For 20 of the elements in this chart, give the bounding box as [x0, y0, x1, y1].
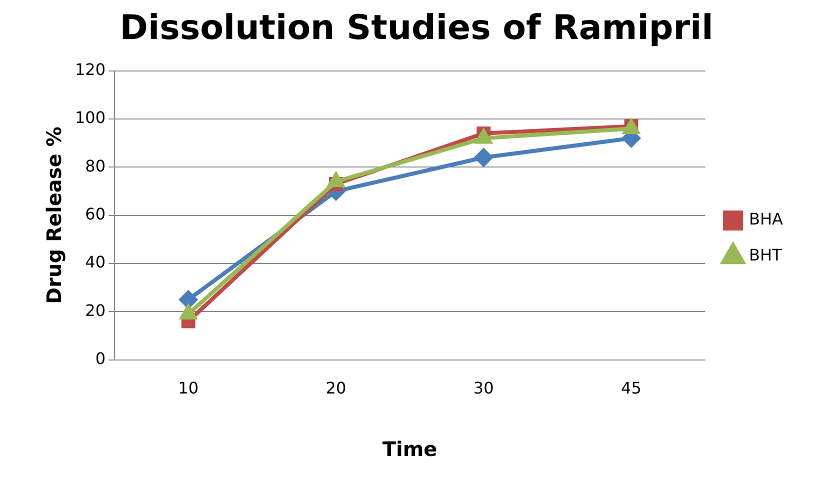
legend-label: BHA: [749, 210, 784, 229]
x-tick-label: 10: [178, 378, 199, 398]
point: [179, 290, 198, 309]
y-tick-label: 40: [85, 252, 106, 272]
x-tick-label: 20: [326, 378, 346, 398]
point: [328, 172, 344, 188]
y-tick-label: 120: [74, 60, 106, 79]
y-tick-label: 60: [85, 204, 106, 224]
y-tick-label: 20: [85, 300, 106, 320]
y-tick-label: 100: [74, 108, 106, 128]
legend-label: BHT: [749, 246, 782, 265]
x-axis-title: Time: [382, 437, 438, 462]
point: [474, 148, 493, 166]
y-tick-label: 0: [95, 348, 106, 368]
x-tick-label: 45: [621, 378, 642, 398]
point: [476, 129, 492, 144]
y-axis-title: Drug Release %: [42, 126, 66, 304]
y-tick-label: 80: [85, 156, 106, 176]
x-tick-label: 30: [473, 378, 494, 398]
chart-title: Dissolution Studies of Ramipril: [120, 8, 714, 48]
